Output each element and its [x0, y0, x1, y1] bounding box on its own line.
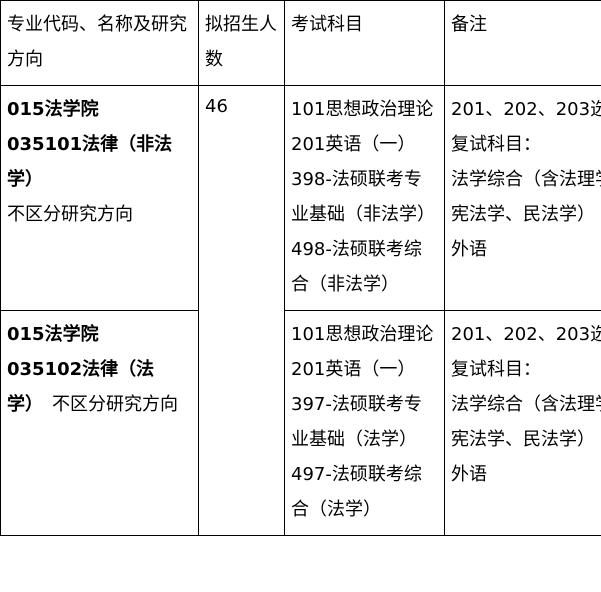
subjects-cell: 101思想政治理论 201英语（一） 398-法硕联考专业基础（非法学） 498… [284, 85, 445, 311]
remark-item: 外语 [451, 239, 487, 260]
major-tail-line: 学） 不区分研究方向 [7, 387, 192, 422]
major-research-direction: 不区分研究方向 [34, 394, 178, 415]
table-row: 015法学院 035101法律（非法 学） 不区分研究方向 46 101思想政治… [0, 85, 601, 536]
major-program-code-name: 035101法律（非法 [7, 134, 173, 155]
remark-item: 外语 [451, 464, 487, 485]
remark-item: 法学综合（含法理学、宪法学、民法学） [451, 169, 601, 225]
major-program-college: 015法学院 [7, 324, 99, 345]
major-program-college: 015法学院 [7, 99, 99, 120]
major-program-tail: 学） [7, 169, 43, 190]
subject-item: 101思想政治理论 [291, 324, 434, 345]
subject-item: 101思想政治理论 [291, 99, 434, 120]
subject-item: 498-法硕联考综合（非法学） [291, 239, 422, 295]
major-program-code-name: 035102法律（法 [7, 359, 155, 380]
subject-item: 397-法硕联考专业基础（法学） [291, 394, 422, 450]
remarks-cell: 201、202、203选一 复试科目： 法学综合（含法理学、宪法学、民法学） 外… [444, 310, 601, 536]
major-cell: 015法学院 035102法律（法 学） 不区分研究方向 [0, 310, 199, 536]
header-remarks: 备注 [444, 0, 601, 86]
table-header-row: 专业代码、名称及研究方向 拟招生人数 考试科目 备注 [0, 0, 601, 86]
remarks-cell: 201、202、203选一 复试科目： 法学综合（含法理学、宪法学、民法学） 外… [444, 85, 601, 311]
remark-item: 复试科目： [451, 359, 541, 380]
subject-item: 201英语（一） [291, 134, 416, 155]
header-subjects-text: 考试科目 [291, 14, 363, 35]
remark-item: 201、202、203选一 [451, 324, 601, 345]
major-cell: 015法学院 035101法律（非法 学） 不区分研究方向 [0, 85, 199, 311]
remark-item: 法学综合（含法理学、宪法学、民法学） [451, 394, 601, 450]
admissions-table: 专业代码、名称及研究方向 拟招生人数 考试科目 备注 015法学院 035101… [0, 0, 601, 536]
remark-item: 复试科目： [451, 134, 541, 155]
header-subjects: 考试科目 [284, 0, 445, 86]
header-remarks-text: 备注 [451, 14, 487, 35]
subject-item: 398-法硕联考专业基础（非法学） [291, 169, 435, 225]
table-row: 015法学院 035102法律（法 学） 不区分研究方向 101思想政治理论 2… [0, 310, 601, 536]
header-quota-text: 拟招生人数 [205, 14, 277, 70]
major-program-tail: 学） [7, 394, 34, 415]
header-quota: 拟招生人数 [198, 0, 285, 86]
header-major-text: 专业代码、名称及研究方向 [7, 14, 187, 70]
subject-item: 497-法硕联考综合（法学） [291, 464, 422, 520]
subjects-cell: 101思想政治理论 201英语（一） 397-法硕联考专业基础（法学） 497-… [284, 310, 445, 536]
subject-item: 201英语（一） [291, 359, 416, 380]
major-research-direction: 不区分研究方向 [7, 204, 133, 225]
remark-item: 201、202、203选一 [451, 99, 601, 120]
header-major: 专业代码、名称及研究方向 [0, 0, 199, 86]
quota-value: 46 [205, 96, 228, 117]
quota-cell: 46 [198, 85, 285, 536]
major-tail-line: 学） [7, 162, 192, 197]
